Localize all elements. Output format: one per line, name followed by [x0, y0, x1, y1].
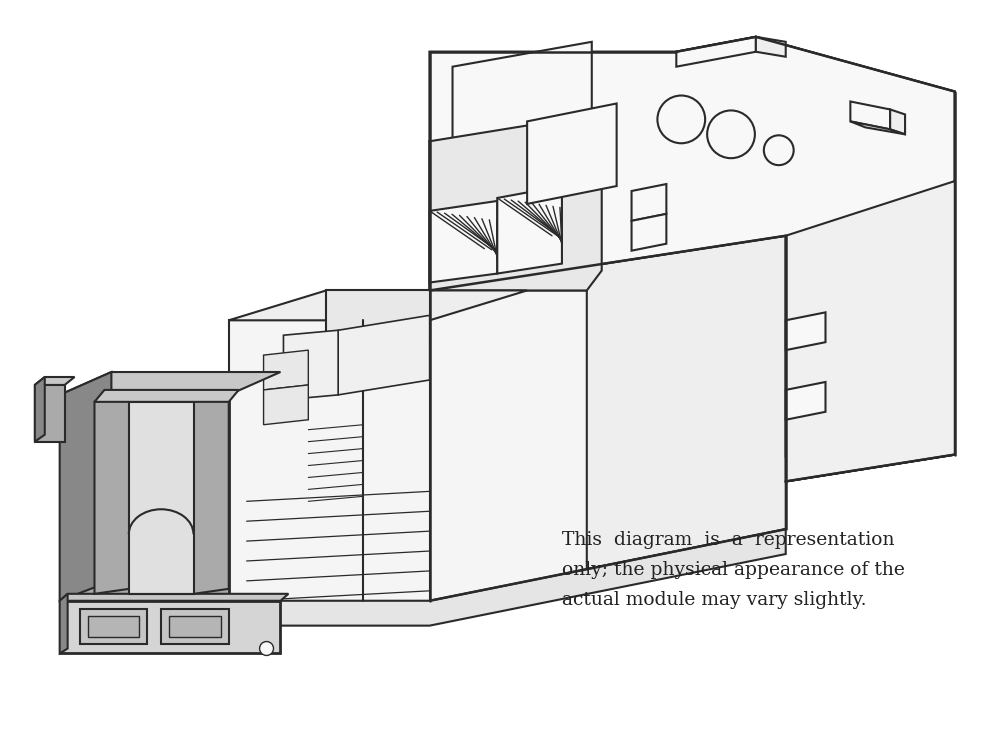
Polygon shape: [850, 101, 890, 129]
Polygon shape: [264, 350, 308, 390]
Polygon shape: [35, 377, 45, 442]
Circle shape: [764, 135, 794, 165]
Polygon shape: [786, 112, 955, 482]
Polygon shape: [229, 290, 527, 320]
Polygon shape: [35, 377, 75, 385]
Polygon shape: [338, 315, 430, 395]
Polygon shape: [676, 37, 756, 67]
Polygon shape: [60, 372, 280, 395]
Polygon shape: [430, 113, 955, 290]
Polygon shape: [527, 104, 617, 204]
Polygon shape: [161, 609, 229, 644]
Text: actual module may vary slightly.: actual module may vary slightly.: [562, 591, 866, 609]
Text: This  diagram  is  a  representation: This diagram is a representation: [562, 531, 894, 549]
Polygon shape: [430, 141, 786, 601]
Polygon shape: [60, 372, 111, 601]
Polygon shape: [60, 594, 68, 653]
Polygon shape: [60, 395, 229, 601]
Polygon shape: [786, 312, 825, 350]
Polygon shape: [129, 402, 194, 594]
Polygon shape: [632, 214, 666, 250]
Polygon shape: [430, 236, 955, 601]
Polygon shape: [229, 320, 430, 601]
Polygon shape: [229, 530, 786, 626]
Polygon shape: [430, 52, 676, 141]
Polygon shape: [676, 37, 955, 112]
Polygon shape: [326, 290, 430, 340]
Polygon shape: [430, 37, 955, 482]
Polygon shape: [430, 290, 587, 601]
Polygon shape: [850, 122, 905, 134]
Polygon shape: [194, 397, 229, 594]
Circle shape: [657, 95, 705, 143]
Polygon shape: [430, 113, 602, 290]
Polygon shape: [80, 609, 147, 644]
Polygon shape: [756, 37, 786, 57]
Polygon shape: [602, 112, 955, 260]
Polygon shape: [283, 330, 338, 400]
Polygon shape: [430, 201, 497, 283]
Polygon shape: [94, 397, 129, 594]
Polygon shape: [453, 42, 592, 156]
Polygon shape: [890, 110, 905, 134]
Polygon shape: [88, 616, 139, 637]
Polygon shape: [60, 594, 288, 601]
Circle shape: [707, 110, 755, 158]
Polygon shape: [786, 92, 955, 482]
Polygon shape: [786, 382, 825, 420]
Text: only; the physical appearance of the: only; the physical appearance of the: [562, 561, 905, 579]
Circle shape: [260, 641, 274, 656]
Polygon shape: [60, 601, 280, 653]
Polygon shape: [264, 385, 308, 424]
Polygon shape: [169, 616, 221, 637]
Polygon shape: [94, 390, 239, 402]
Polygon shape: [497, 186, 562, 274]
Polygon shape: [632, 184, 666, 220]
Polygon shape: [35, 385, 65, 442]
